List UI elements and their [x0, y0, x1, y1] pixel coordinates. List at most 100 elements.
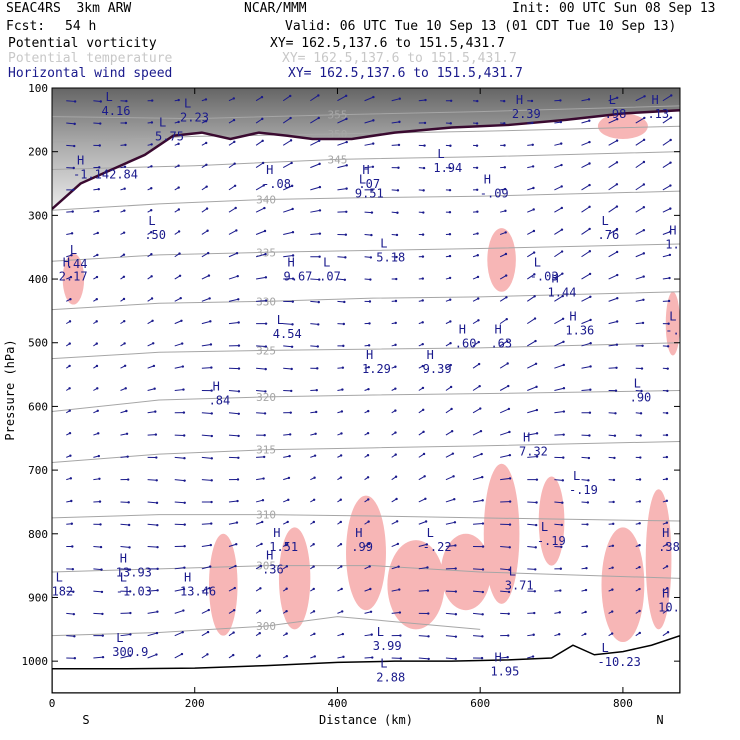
wind-vector-shaft — [256, 345, 266, 348]
wind-vector-shaft — [608, 228, 618, 235]
wind-vector-head — [452, 475, 455, 478]
wind-vector-shaft — [228, 522, 238, 525]
wind-vector — [65, 387, 71, 391]
wind-vector-head — [394, 299, 398, 303]
wind-vector — [147, 653, 158, 659]
y-tick-label: 800 — [28, 528, 48, 541]
wind-vector-head — [507, 590, 511, 594]
wind-vector — [66, 409, 71, 414]
wind-vector-head — [559, 567, 563, 570]
wind-vector — [120, 546, 131, 549]
wind-vector-shaft — [228, 252, 238, 258]
wind-vector — [255, 252, 267, 258]
wind-vector — [418, 635, 430, 638]
wind-vector-head — [122, 297, 126, 301]
wind-vector-head — [448, 211, 452, 214]
wind-vector-head — [291, 277, 295, 280]
wind-vector — [635, 183, 646, 191]
wind-vector-head — [210, 500, 213, 504]
wind-vector — [337, 476, 343, 481]
wind-vector — [581, 119, 591, 124]
wind-vector — [635, 434, 642, 437]
wind-vector-head — [68, 320, 72, 323]
wind-vector-shaft — [364, 96, 374, 102]
wind-vector-head — [614, 412, 617, 415]
wind-vector — [310, 476, 316, 481]
wind-vector-head — [258, 632, 261, 635]
wind-vector — [201, 479, 213, 482]
wind-vector-shaft — [391, 589, 400, 592]
wind-vector-head — [638, 544, 641, 547]
wind-vector-shaft — [608, 274, 618, 280]
extremum-marker: L — [148, 214, 155, 228]
wind-vector — [310, 209, 322, 213]
wind-vector-shaft — [608, 321, 618, 325]
wind-vector-shaft — [500, 590, 510, 593]
pv-shaded-region — [665, 291, 680, 356]
wind-vector — [391, 321, 397, 325]
wind-vector-head — [449, 144, 452, 147]
wind-vector-shaft — [283, 323, 293, 325]
wind-vector — [337, 117, 348, 124]
wind-vector-head — [666, 345, 670, 348]
wind-vector-shaft — [527, 456, 538, 458]
wind-vector-head — [669, 116, 673, 119]
wind-vector — [391, 634, 402, 637]
wind-vector-head — [449, 342, 452, 345]
wind-vector-head — [448, 166, 452, 170]
wind-vector — [554, 317, 565, 325]
wind-vector — [472, 407, 482, 414]
wind-vector — [608, 434, 617, 437]
wind-vector — [364, 366, 370, 369]
wind-vector-shaft — [174, 389, 184, 391]
wind-vector-head — [264, 299, 268, 302]
wind-vector-shaft — [554, 479, 563, 481]
wind-vector — [662, 608, 669, 614]
wind-vector — [66, 320, 72, 325]
wind-vector-head — [261, 161, 265, 165]
wind-vector — [282, 609, 288, 614]
wind-vector — [310, 162, 321, 169]
extremum-marker: L — [427, 526, 434, 540]
wind-vector-head — [642, 183, 646, 186]
wind-vector-head — [589, 388, 592, 391]
wind-vector-head — [122, 275, 126, 279]
wind-vector — [472, 499, 484, 503]
wind-vector-head — [289, 94, 292, 98]
wind-vector — [499, 231, 507, 235]
wind-vector-head — [669, 207, 672, 210]
wind-vector-head — [153, 387, 156, 390]
wind-vector-shaft — [499, 296, 507, 302]
wind-vector — [608, 297, 619, 302]
wind-vector-head — [340, 432, 343, 435]
wind-vector — [174, 501, 186, 504]
wind-vector — [337, 278, 347, 281]
wind-vector-shaft — [174, 320, 182, 325]
isentrope-line — [52, 291, 680, 311]
wind-vector-head — [611, 566, 614, 569]
wind-vector-shaft — [445, 635, 456, 638]
wind-vector-shaft — [174, 653, 183, 659]
wind-vector-head — [291, 300, 295, 303]
wind-vector — [364, 431, 370, 436]
wind-vector-head — [206, 630, 210, 634]
wind-vector-head — [584, 632, 587, 636]
wind-vector — [500, 568, 511, 571]
wind-vector — [418, 255, 425, 258]
wind-vector-shaft — [581, 184, 590, 191]
wind-vector — [499, 384, 510, 391]
wind-vector-shaft — [66, 100, 76, 102]
wind-vector-head — [642, 138, 646, 142]
wind-vector — [256, 299, 268, 302]
wind-vector — [608, 500, 615, 504]
wind-vector — [147, 433, 158, 436]
wind-vector — [337, 210, 348, 213]
wind-vector — [283, 207, 294, 213]
wind-vector — [93, 342, 98, 347]
wind-vector-shaft — [581, 456, 589, 459]
wind-vector — [228, 434, 240, 438]
x-tick-label: 600 — [470, 697, 490, 710]
wind-vector — [228, 653, 235, 659]
extremum-marker: L — [602, 214, 609, 228]
wind-vector-head — [454, 544, 457, 547]
